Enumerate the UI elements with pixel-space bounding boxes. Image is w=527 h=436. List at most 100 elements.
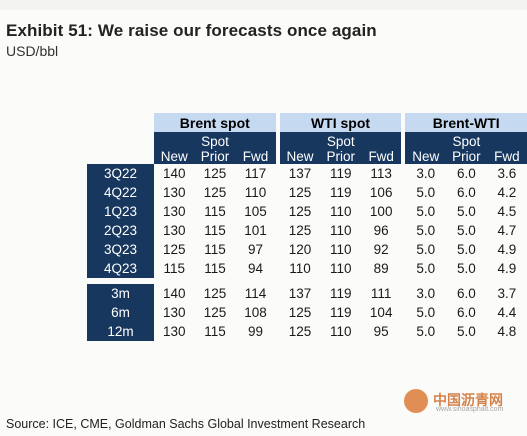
table-cell: 5.0 bbox=[405, 322, 446, 341]
table-cell: 4.7 bbox=[486, 221, 527, 240]
col-header-fwd: Fwd bbox=[235, 132, 276, 164]
table-cell: 89 bbox=[361, 259, 402, 278]
table-cell: 110 bbox=[279, 259, 321, 278]
table-cell: 130 bbox=[154, 221, 195, 240]
table-cell: 100 bbox=[361, 202, 402, 221]
table-cell: 115 bbox=[194, 322, 236, 341]
table-cell: 140 bbox=[154, 164, 195, 183]
row-label: 6m bbox=[87, 303, 155, 322]
table-cell: 106 bbox=[361, 183, 402, 202]
table-cell: 119 bbox=[320, 284, 362, 303]
table-cell: 137 bbox=[279, 284, 321, 303]
table-cell: 110 bbox=[320, 322, 362, 341]
quarter-rows: 3Q22 140 125 117 137 119 113 3.0 6.0 3.6 4Q22 130 12… bbox=[87, 164, 527, 278]
table-cell: 140 bbox=[154, 284, 195, 303]
table-cell: 4.5 bbox=[486, 202, 527, 221]
table-row: 1Q23 130 115 105 125 110 100 5.0 5.0 4.5 bbox=[87, 202, 527, 221]
table-cell: 125 bbox=[194, 303, 236, 322]
table-cell: 5.0 bbox=[445, 221, 487, 240]
table-cell: 110 bbox=[320, 259, 362, 278]
table-cell: 119 bbox=[320, 183, 362, 202]
table-cell: 119 bbox=[320, 164, 362, 183]
table-cell: 5.0 bbox=[405, 221, 446, 240]
table-cell: 125 bbox=[194, 284, 236, 303]
table-row: 12m 130 115 99 125 110 95 5.0 5.0 4.8 bbox=[87, 322, 527, 341]
watermark-url: www.sinoasphalt.com bbox=[436, 406, 504, 413]
row-label: 4Q23 bbox=[87, 259, 155, 278]
table-cell: 5.0 bbox=[405, 303, 446, 322]
row-label: 3Q22 bbox=[87, 164, 155, 183]
table-cell: 115 bbox=[154, 259, 195, 278]
row-label: 4Q22 bbox=[87, 183, 155, 202]
table-cell: 119 bbox=[320, 303, 362, 322]
horizon-rows: 3m 140 125 114 137 119 111 3.0 6.0 3.7 6m 130 125 108… bbox=[87, 284, 527, 341]
table-cell: 5.0 bbox=[405, 183, 446, 202]
table-cell: 117 bbox=[235, 164, 276, 183]
table-cell: 6.0 bbox=[445, 303, 487, 322]
source-note: Source: ICE, CME, Goldman Sachs Global I… bbox=[6, 417, 366, 431]
table-cell: 125 bbox=[279, 322, 321, 341]
table-cell: 5.0 bbox=[445, 322, 487, 341]
table-cell: 104 bbox=[361, 303, 402, 322]
table-cell: 111 bbox=[361, 284, 402, 303]
table-cell: 5.0 bbox=[405, 240, 446, 259]
table-cell: 113 bbox=[361, 164, 402, 183]
table-cell: 125 bbox=[279, 183, 321, 202]
watermark-logo: 中国沥青网 www.sinoasphalt.com bbox=[398, 387, 520, 417]
table-cell: 94 bbox=[235, 259, 276, 278]
table-cell: 114 bbox=[235, 284, 276, 303]
col-header-new: New bbox=[405, 132, 446, 164]
group-header-brent: Brent spot bbox=[154, 113, 276, 132]
group-header-brent-wti: Brent-WTI bbox=[405, 113, 527, 132]
table-cell: 125 bbox=[279, 303, 321, 322]
group-header-wti: WTI spot bbox=[279, 113, 402, 132]
table-cell: 110 bbox=[320, 240, 362, 259]
table-row: 6m 130 125 108 125 119 104 5.0 6.0 4.4 bbox=[87, 303, 527, 322]
table-cell: 4.8 bbox=[486, 322, 527, 341]
table-row: 3Q23 125 115 97 120 110 92 5.0 5.0 4.9 bbox=[87, 240, 527, 259]
sub-header-row: New Spot Prior Fwd New Spot Prior Fwd New … bbox=[87, 132, 527, 164]
table-cell: 3.0 bbox=[405, 164, 446, 183]
unit-subtitle: USD/bbl bbox=[6, 43, 59, 59]
col-header-fwd: Fwd bbox=[486, 132, 527, 164]
table-cell: 120 bbox=[279, 240, 321, 259]
top-strip bbox=[0, 0, 527, 10]
table-cell: 6.0 bbox=[445, 183, 487, 202]
table-cell: 115 bbox=[194, 202, 236, 221]
table-cell: 6.0 bbox=[445, 284, 487, 303]
table-cell: 115 bbox=[194, 221, 236, 240]
table-cell: 5.0 bbox=[445, 202, 487, 221]
table-cell: 5.0 bbox=[445, 259, 487, 278]
row-label: 3m bbox=[87, 284, 155, 303]
table-cell: 4.9 bbox=[486, 240, 527, 259]
table-cell: 5.0 bbox=[445, 240, 487, 259]
table-cell: 99 bbox=[235, 322, 276, 341]
table-cell: 130 bbox=[154, 183, 195, 202]
table-cell: 125 bbox=[194, 164, 236, 183]
col-header-fwd: Fwd bbox=[361, 132, 402, 164]
table-row: 3m 140 125 114 137 119 111 3.0 6.0 3.7 bbox=[87, 284, 527, 303]
table-cell: 130 bbox=[154, 303, 195, 322]
col-header-spot-prior: Spot Prior bbox=[194, 132, 236, 164]
table-cell: 137 bbox=[279, 164, 321, 183]
exhibit-title: Exhibit 51: We raise our forecasts once … bbox=[6, 21, 377, 40]
table-cell: 125 bbox=[279, 221, 321, 240]
table-row: 4Q22 130 125 110 125 119 106 5.0 6.0 4.2 bbox=[87, 183, 527, 202]
table-cell: 125 bbox=[154, 240, 195, 259]
table-row: 2Q23 130 115 101 125 110 96 5.0 5.0 4.7 bbox=[87, 221, 527, 240]
table-cell: 110 bbox=[320, 221, 362, 240]
table-cell: 3.6 bbox=[486, 164, 527, 183]
table-cell: 101 bbox=[235, 221, 276, 240]
table-cell: 105 bbox=[235, 202, 276, 221]
table-cell: 110 bbox=[235, 183, 276, 202]
table-cell: 5.0 bbox=[405, 202, 446, 221]
group-header-row: Brent spot WTI spot Brent-WTI bbox=[87, 113, 527, 132]
table-cell: 3.0 bbox=[405, 284, 446, 303]
row-label: 3Q23 bbox=[87, 240, 155, 259]
row-label: 12m bbox=[87, 322, 155, 341]
table-cell: 130 bbox=[154, 322, 195, 341]
col-header-new: New bbox=[279, 132, 321, 164]
table-cell: 6.0 bbox=[445, 164, 487, 183]
col-header-new: New bbox=[154, 132, 195, 164]
table-cell: 97 bbox=[235, 240, 276, 259]
